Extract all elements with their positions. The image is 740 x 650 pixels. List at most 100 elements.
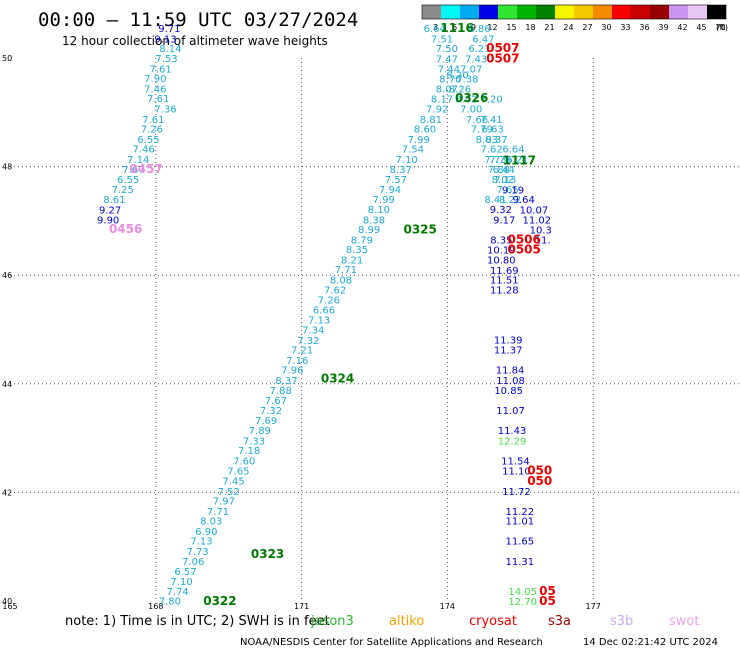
wave-height-label: 11.01	[505, 517, 534, 528]
wave-height-label: 8.70	[439, 75, 461, 86]
wave-height-label: 10.3	[530, 226, 552, 237]
legend-swatch	[612, 5, 631, 19]
wave-height-label: 8.20	[446, 70, 468, 81]
wave-height-label: 11.39	[494, 335, 523, 346]
wave-height-label: 9.19	[502, 185, 524, 196]
wave-height-label: 7.74	[167, 587, 189, 598]
wave-height-label: 7.21	[291, 346, 313, 357]
wave-height-label: 7.13	[190, 537, 212, 548]
wave-height-label: 8.02	[455, 95, 477, 106]
legend-swatch	[688, 5, 707, 19]
wave-height-label: 7.41	[480, 115, 502, 126]
pass-time-label: 05	[539, 584, 556, 598]
wave-height-label: 11.65	[505, 537, 534, 548]
wave-height-label: 7.99	[373, 195, 395, 206]
wave-height-label: 7.16	[286, 356, 308, 367]
wave-height-label: 9.27	[99, 205, 121, 216]
wave-height-label: 7.94	[379, 185, 401, 196]
legend-swatch	[460, 5, 479, 19]
legend-bin-label: 6	[452, 23, 457, 32]
y-tick-label: 42	[2, 488, 12, 497]
legend-swatch	[593, 5, 612, 19]
pass-time-label: 0325	[403, 223, 436, 237]
wave-height-label: 7.79	[489, 155, 511, 166]
wave-height-label: 9.13	[154, 34, 176, 45]
wave-height-label: 8.22	[499, 195, 521, 206]
y-tick-label: 44	[2, 380, 12, 389]
wave-height-label: 10.80	[487, 255, 516, 266]
wave-height-label: 11.69	[490, 266, 519, 277]
pass-time-label: 0505	[507, 243, 540, 257]
legend-bin-label: 42	[677, 23, 687, 32]
wave-height-label: 8.38	[363, 215, 385, 226]
wave-height-label: 11.	[535, 235, 551, 246]
pass-time-label: 0507	[486, 52, 519, 66]
wave-height-label: 11.22	[505, 507, 534, 518]
wave-height-label: 7.18	[238, 446, 260, 457]
wave-height-label: 8.81	[420, 115, 442, 126]
wave-height-label: 7.66	[466, 115, 488, 126]
wave-height-label: 7.46	[133, 145, 155, 156]
legend-swatch	[517, 5, 536, 19]
wave-height-label: 7.79	[471, 125, 493, 136]
wave-height-label: 7.62	[324, 285, 346, 296]
color-scale-legend: 3 6 9 12 15 18 21 24 27 30 33 36 39 42 45 70(ft)	[421, 4, 728, 32]
satellite-label-cryosat: cryosat	[469, 614, 517, 629]
wave-height-label: 7.71	[335, 265, 357, 276]
pass-time-label: 05	[539, 594, 556, 608]
wave-height-label: 7.20	[480, 95, 502, 106]
pass-time-label: 1117	[503, 154, 536, 168]
wave-height-label: 7.90	[144, 74, 166, 85]
wave-height-label: 7.61	[142, 115, 164, 126]
wave-height-label: 7.10	[170, 577, 192, 588]
wave-height-label: 6.66	[313, 305, 335, 316]
x-tick-label: 168	[148, 602, 163, 611]
wave-height-label: 7.99	[408, 135, 430, 146]
wave-height-label: 6.63	[481, 125, 503, 136]
wave-height-label: 6.21	[468, 44, 490, 55]
pass-time-label: 0323	[251, 547, 284, 561]
legend-bin-label: 27	[582, 23, 592, 32]
wave-height-label: 8.61	[103, 195, 125, 206]
wave-height-label: 7.54	[402, 145, 424, 156]
wave-height-label: 7.71	[207, 507, 229, 518]
wave-height-label: 7.32	[297, 336, 319, 347]
legend-swatch	[479, 5, 498, 19]
wave-height-label: 7.06	[182, 557, 204, 568]
wave-height-label: 8.03	[476, 135, 498, 146]
legend-swatch	[498, 5, 517, 19]
wave-height-label: 8.41	[484, 195, 506, 206]
wave-height-label: 9.32	[490, 205, 512, 216]
wave-height-label: 8.35	[490, 235, 512, 246]
wave-height-label: 7.62	[480, 145, 502, 156]
wave-height-label: 7.73	[186, 547, 208, 558]
legend-swatch	[631, 5, 650, 19]
wave-height-label: 8.17	[431, 95, 453, 106]
wave-height-label: 7.67	[265, 396, 287, 407]
wave-height-label: 11.31	[505, 557, 534, 568]
wave-height-label: 7.13	[308, 316, 330, 327]
wave-height-values: 7.807.747.106.577.067.737.136.908.037.71…	[97, 21, 556, 608]
x-tick-label: 171	[294, 602, 309, 611]
wave-height-label: 7.44	[438, 64, 460, 75]
legend-bin-label: 12	[487, 23, 497, 32]
wave-height-label: 6.64	[502, 145, 524, 156]
pass-time-label: 0322	[203, 594, 236, 608]
wave-height-label: 12.70	[508, 597, 537, 608]
satellite-label-s3a: s3a	[548, 614, 571, 629]
y-tick-label: 46	[2, 271, 12, 280]
wave-height-label: 8.08	[330, 276, 352, 287]
x-tick-label: 177	[586, 602, 601, 611]
wave-height-label: 7.88	[488, 165, 510, 176]
wave-height-label: 9.64	[513, 195, 535, 206]
pass-time-label: 0457	[129, 162, 162, 176]
wave-height-label: 7.53	[155, 54, 177, 65]
wave-height-label: 8.79	[351, 235, 373, 246]
wave-height-label: 12.29	[498, 436, 527, 447]
wave-height-label: 7.67	[122, 165, 144, 176]
wave-height-label: 7.32	[260, 406, 282, 417]
pass-time-label: 050	[527, 474, 552, 488]
wave-height-label: 8.10	[368, 205, 390, 216]
legend-swatch	[574, 5, 593, 19]
wave-height-label: 11.02	[523, 215, 552, 226]
